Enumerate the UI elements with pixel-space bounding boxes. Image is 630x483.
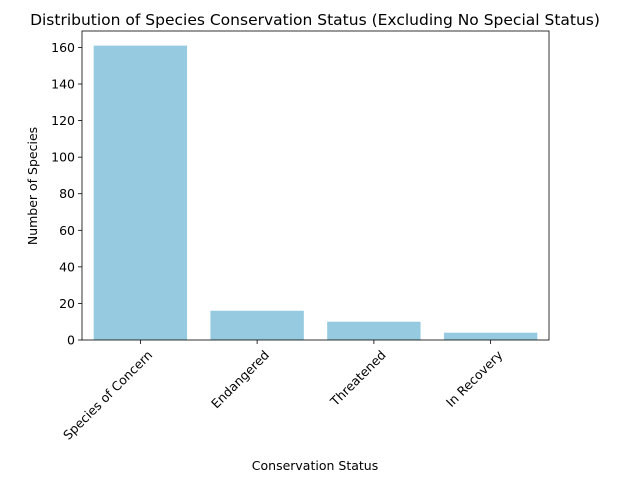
plot-area	[81, 30, 550, 341]
y-tick-label-1: 20	[59, 296, 75, 311]
y-axis-label: Number of Species	[25, 127, 40, 245]
plot-frame	[81, 30, 550, 341]
y-tick-label-5: 100	[51, 150, 75, 165]
y-tick-label-7: 140	[51, 77, 75, 92]
bar-0	[93, 45, 188, 340]
y-tick-label-2: 40	[59, 259, 75, 274]
y-tick-label-6: 120	[51, 113, 75, 128]
y-tick-label-3: 60	[59, 223, 75, 238]
bar-1	[210, 310, 304, 340]
x-tick-label-0: Species of Concern	[60, 347, 155, 442]
y-tick-label-4: 80	[59, 186, 75, 201]
x-tick-label-1: Endangered	[208, 347, 272, 411]
chart-title: Distribution of Species Conservation Sta…	[30, 11, 600, 29]
x-tick-label-2: Threatened	[327, 347, 389, 409]
bar-3	[443, 332, 538, 340]
bar-2	[327, 321, 421, 340]
x-axis: Species of Concern Endangered Threatened In…	[60, 340, 506, 443]
y-tick-label-0: 0	[67, 333, 75, 348]
x-axis-label: Conservation Status	[252, 458, 378, 473]
x-tick-label-3: In Recovery	[443, 347, 506, 410]
y-tick-label-8: 160	[51, 40, 75, 55]
y-axis: 0 20 40 60 80 100 120 140 160	[51, 40, 82, 348]
